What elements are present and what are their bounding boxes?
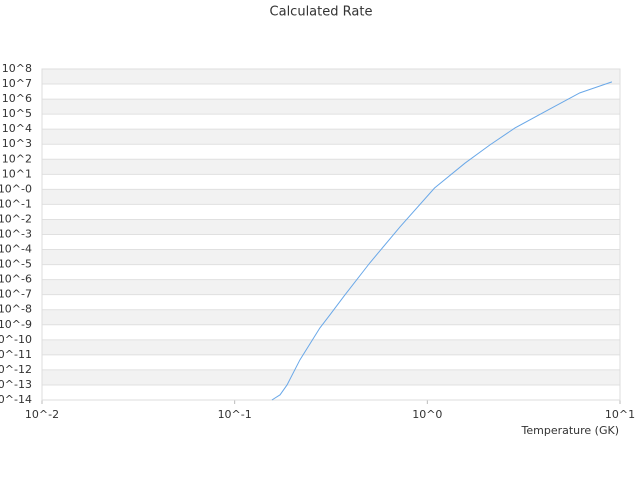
y-tick-label: 10^2 bbox=[2, 152, 32, 165]
y-tick-label: 10^8 bbox=[2, 62, 32, 75]
stripe bbox=[42, 249, 620, 265]
x-tick-label: 10^-1 bbox=[218, 408, 252, 421]
y-tick-label: 10^-7 bbox=[0, 288, 32, 301]
y-tick-label: 10^3 bbox=[2, 137, 32, 150]
x-tick-label: 10^0 bbox=[412, 408, 442, 421]
plot-frame bbox=[41, 68, 621, 401]
y-tick-label: 10^-6 bbox=[0, 273, 32, 286]
y-tick-label: 10^-1 bbox=[0, 197, 32, 210]
y-tick-label: 10^-12 bbox=[0, 363, 32, 376]
y-tick-label: 10^-13 bbox=[0, 378, 32, 391]
chart-title: Calculated Rate bbox=[270, 5, 373, 20]
y-tick-label: 10^7 bbox=[2, 77, 32, 90]
y-tick-label: 10^-4 bbox=[0, 243, 32, 256]
y-tick-label: 10^-2 bbox=[0, 212, 32, 225]
y-tick-label: 10^-3 bbox=[0, 228, 32, 241]
stripe bbox=[42, 159, 620, 175]
x-axis-label: Temperature (GK) bbox=[521, 424, 620, 437]
y-tick-label: 10^1 bbox=[2, 167, 32, 180]
y-tick-label: 10^-8 bbox=[0, 303, 32, 316]
plot-background bbox=[42, 69, 620, 385]
stripe bbox=[42, 129, 620, 145]
stripe bbox=[42, 99, 620, 115]
y-tick-label: 10^-11 bbox=[0, 348, 32, 361]
y-tick-label: 10^-5 bbox=[0, 258, 32, 271]
stripe bbox=[42, 69, 620, 85]
y-tick-label: 10^-14 bbox=[0, 393, 32, 406]
y-tick-label: 10^-0 bbox=[0, 182, 32, 195]
stripe bbox=[42, 279, 620, 295]
y-tick-label: 10^4 bbox=[2, 122, 32, 135]
stripe bbox=[42, 219, 620, 235]
stripe bbox=[42, 369, 620, 385]
y-tick-label: 10^-10 bbox=[0, 333, 32, 346]
y-tick-label: 10^-9 bbox=[0, 318, 32, 331]
y-tick-label: 10^5 bbox=[2, 107, 32, 120]
stripe bbox=[42, 189, 620, 205]
x-tick-label: 10^1 bbox=[605, 408, 635, 421]
stripe bbox=[42, 339, 620, 355]
data-line bbox=[271, 81, 613, 401]
x-tick-label: 10^-2 bbox=[25, 408, 59, 421]
y-tick-label: 10^6 bbox=[2, 92, 32, 105]
stripe bbox=[42, 309, 620, 325]
